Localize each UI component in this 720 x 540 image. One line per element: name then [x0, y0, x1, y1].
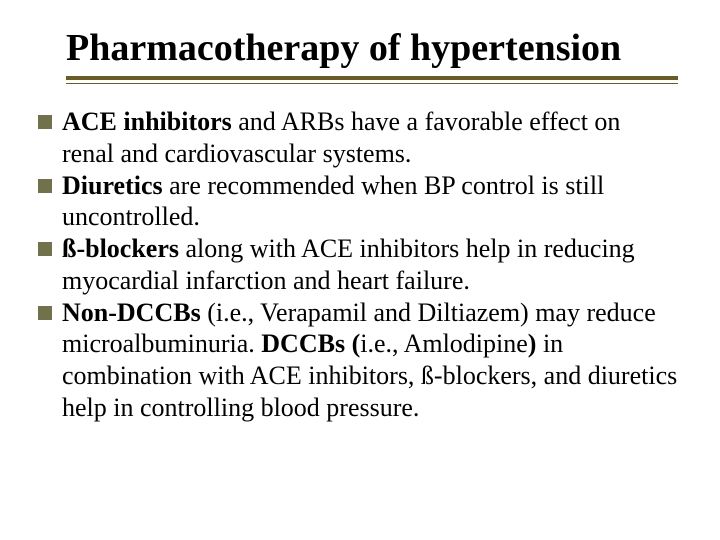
- square-bullet-icon: [38, 242, 52, 256]
- bullet-lead: Non-DCCBs: [62, 298, 207, 327]
- bullet-lead: Diuretics: [62, 171, 169, 200]
- bullet-item: ß-blockers along with ACE inhibitors hel…: [66, 233, 678, 296]
- bullet-text: Diuretics are recommended when BP contro…: [62, 170, 678, 233]
- square-bullet-icon: [38, 115, 52, 129]
- square-bullet-icon: [38, 179, 52, 193]
- slide: Pharmacotherapy of hypertension ACE inhi…: [0, 0, 720, 540]
- bullet-mid2: i.e., Amlodipine: [360, 329, 528, 358]
- bullet-text: Non-DCCBs (i.e., Verapamil and Diltiazem…: [62, 297, 678, 424]
- bullet-lead: ß-blockers: [62, 234, 186, 263]
- slide-body: ACE inhibitors and ARBs have a favorable…: [66, 106, 678, 423]
- title-rule-thick: [66, 76, 678, 80]
- bullet-lead: ACE inhibitors: [62, 107, 238, 136]
- title-rule-thin: [66, 83, 678, 85]
- slide-title: Pharmacotherapy of hypertension: [66, 28, 678, 70]
- bullet-mid-bold: DCCBs (: [261, 329, 360, 358]
- bullet-item: ACE inhibitors and ARBs have a favorable…: [66, 106, 678, 169]
- bullet-text: ß-blockers along with ACE inhibitors hel…: [62, 233, 678, 296]
- bullet-text: ACE inhibitors and ARBs have a favorable…: [62, 106, 678, 169]
- bullet-item: Non-DCCBs (i.e., Verapamil and Diltiazem…: [66, 297, 678, 424]
- square-bullet-icon: [38, 306, 52, 320]
- bullet-item: Diuretics are recommended when BP contro…: [66, 170, 678, 233]
